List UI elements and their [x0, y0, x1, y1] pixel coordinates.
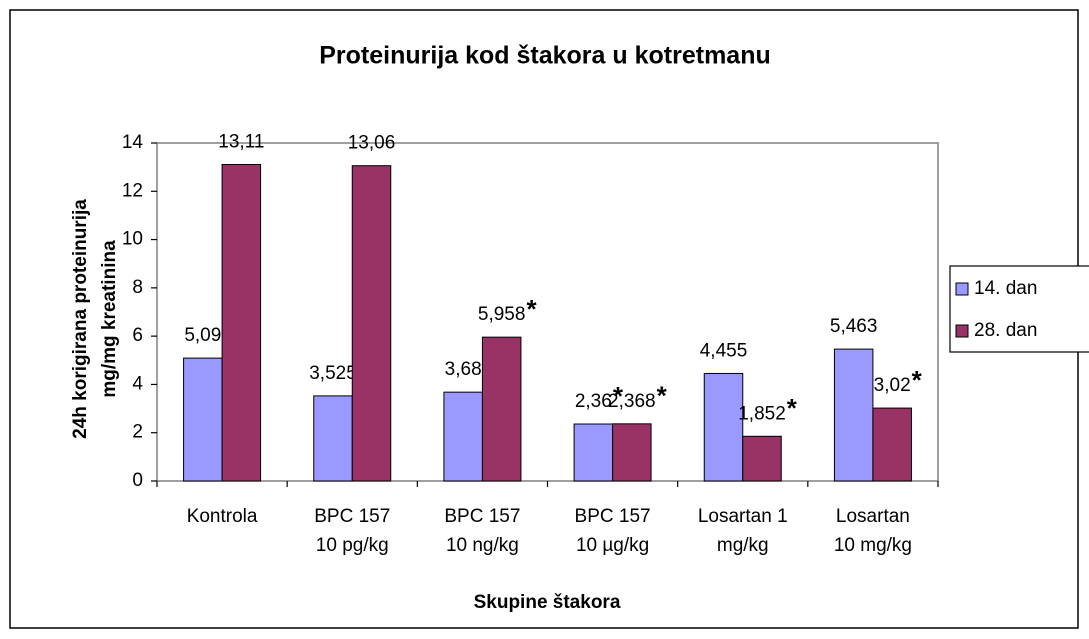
- value-label: 3,525: [309, 363, 357, 384]
- bar: [183, 357, 223, 482]
- y-tick-label: 8: [132, 277, 143, 298]
- y-tick-label: 14: [122, 132, 144, 153]
- y-tick-label: 4: [132, 373, 143, 394]
- chart-title: Proteinurija kod štakora u kotretmanu: [319, 42, 771, 70]
- significance-mark: *: [526, 294, 537, 324]
- y-tick-label: 6: [132, 325, 143, 346]
- value-label: 13,11: [218, 132, 264, 153]
- bar: [833, 348, 874, 482]
- x-tick-label: Losartan 1 mg/kg: [697, 506, 788, 556]
- legend-label: 28. dan: [974, 320, 1037, 341]
- bar: [481, 336, 522, 482]
- significance-mark: *: [657, 381, 668, 411]
- bar: [703, 372, 744, 482]
- bar: [742, 435, 782, 482]
- value-label: 2,368: [608, 391, 656, 412]
- y-tick-label: 10: [122, 229, 143, 250]
- x-axis-label: Skupine štakora: [474, 592, 621, 613]
- value-label: 5,463: [830, 316, 878, 337]
- value-label: 3,02: [874, 375, 911, 396]
- bar: [612, 423, 652, 482]
- x-tick-label: Losartan 10 mg/kg: [833, 506, 912, 556]
- y-tick-label: 12: [122, 180, 143, 201]
- legend-box: [949, 265, 1089, 353]
- value-label: 2,36: [575, 391, 612, 412]
- value-label: 1,852: [738, 403, 786, 424]
- y-tick-label: 0: [132, 470, 143, 491]
- bar: [351, 165, 392, 482]
- value-label: 3,68: [445, 359, 482, 380]
- x-tick-label: BPC 157 10 ng/kg: [444, 506, 521, 556]
- value-label: 5,958: [478, 304, 526, 325]
- value-label: 13,06: [348, 133, 396, 154]
- significance-mark: *: [912, 365, 923, 395]
- significance-mark: *: [787, 393, 798, 423]
- y-axis-label: 24h korigirana proteinurija mg/mg kreati…: [70, 199, 120, 439]
- bar: [872, 407, 912, 482]
- legend-swatch: [955, 324, 969, 338]
- legend-swatch: [955, 282, 969, 296]
- value-label: 5,09: [184, 325, 221, 346]
- bar: [443, 391, 483, 482]
- x-tick-label: BPC 157 10 pg/kg: [314, 506, 391, 556]
- legend-label: 14. dan: [974, 278, 1037, 299]
- bar: [313, 395, 353, 482]
- plot-area: [156, 142, 939, 482]
- value-label: 4,455: [700, 340, 748, 361]
- significance-mark: *: [613, 381, 624, 411]
- x-tick-label: BPC 157 10 µg/kg: [574, 506, 651, 556]
- bar: [221, 163, 262, 482]
- x-tick-label: Kontrola: [186, 506, 258, 527]
- bar: [573, 423, 614, 482]
- y-tick-label: 2: [132, 422, 143, 443]
